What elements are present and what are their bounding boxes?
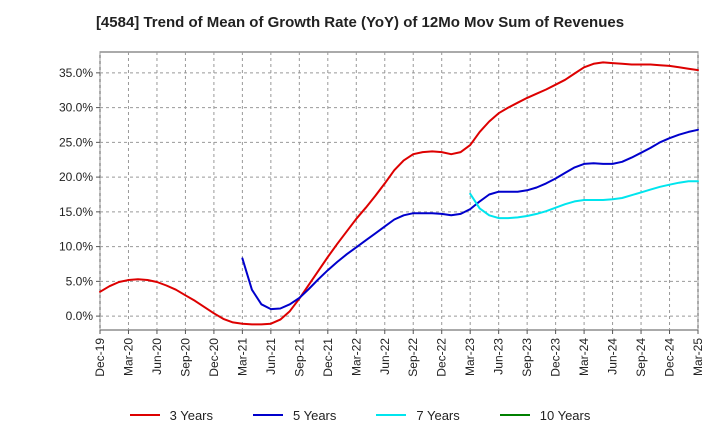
x-tick-label: Dec-21 [321,338,335,377]
legend-item-7-years: 7 Years [376,407,460,423]
legend-swatch [129,414,160,416]
x-tick-label: Jun-24 [606,338,620,375]
x-tick-label: Sep-23 [520,338,534,377]
grid [99,52,699,330]
chart-title: [4584] Trend of Mean of Growth Rate (YoY… [95,14,625,31]
legend: 3 Years 5 Years 7 Years 10 Years [0,404,720,426]
legend-swatch [376,414,407,416]
y-tick-label: 30.0% [59,101,93,115]
x-tick-label: Sep-22 [406,338,420,377]
x-tick-label: Mar-22 [349,338,363,376]
y-tick-label: 15.0% [59,205,93,219]
legend-label: 7 Years [416,407,460,423]
x-tick-label: Sep-20 [178,338,192,377]
x-tick-label: Mar-21 [235,338,249,376]
x-tick-label: Dec-23 [549,338,563,377]
axis-ticks: 0.0% 5.0% 10.0% 15.0% 20.0% 25.0% 30.0% 35.0% De… [59,66,705,377]
x-tick-label: Mar-25 [691,338,705,376]
y-tick-label: 5.0% [66,274,94,288]
series-line-5-years [241,128,699,311]
x-tick-label: Mar-24 [577,338,591,376]
y-tick-label: 20.0% [59,170,93,184]
legend-item-3-years: 3 Years [129,407,213,423]
series-lines [99,61,699,326]
x-tick-label: Jun-23 [492,338,506,375]
y-tick-label: 0.0% [66,309,94,323]
y-tick-label: 10.0% [59,240,93,254]
y-tick-label: 35.0% [59,66,93,80]
x-tick-label: Jun-20 [150,338,164,375]
legend-swatch [253,414,283,416]
x-tick-label: Jun-21 [264,338,278,375]
legend-label: 5 Years [293,407,337,423]
x-tick-label: Dec-19 [93,338,107,377]
x-tick-label: Sep-21 [292,338,306,377]
x-tick-label: Dec-24 [663,338,677,377]
x-tick-label: Dec-20 [207,338,221,377]
y-tick-label: 25.0% [59,135,93,149]
series-line-7-years [469,180,699,220]
x-tick-label: Mar-23 [463,338,477,376]
x-tick-label: Sep-24 [634,338,648,377]
legend-item-10-years: 10 Years [499,407,591,423]
plot-area [99,51,699,331]
legend-swatch [499,414,530,416]
x-tick-label: Dec-22 [435,338,449,377]
legend-label: 3 Years [169,407,213,423]
legend-label: 10 Years [539,407,591,423]
series-line-3-years [99,61,699,326]
x-tick-label: Mar-20 [121,338,135,376]
legend-item-5-years: 5 Years [253,408,336,423]
x-tick-label: Jun-22 [378,338,392,375]
